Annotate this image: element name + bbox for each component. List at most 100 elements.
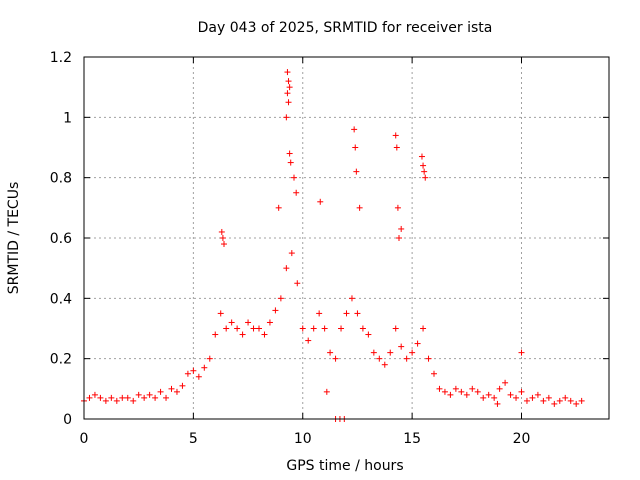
data-point bbox=[219, 235, 226, 241]
data-point bbox=[285, 78, 292, 85]
data-point bbox=[573, 400, 580, 407]
data-point bbox=[480, 394, 487, 401]
y-tick-label: 1 bbox=[63, 110, 72, 126]
data-point bbox=[398, 225, 405, 232]
data-point bbox=[266, 319, 273, 326]
data-point bbox=[556, 397, 563, 404]
data-points bbox=[81, 69, 585, 422]
data-point bbox=[452, 385, 459, 392]
data-point bbox=[441, 388, 448, 395]
data-point bbox=[221, 241, 227, 248]
data-point bbox=[288, 250, 295, 257]
data-point bbox=[286, 150, 293, 157]
data-point bbox=[283, 114, 290, 121]
data-point bbox=[212, 331, 219, 338]
data-point bbox=[518, 388, 525, 395]
data-point bbox=[343, 310, 350, 317]
y-tick-label: 0.2 bbox=[50, 352, 72, 368]
data-point bbox=[218, 228, 225, 235]
data-point bbox=[223, 325, 230, 332]
data-point bbox=[283, 265, 290, 272]
data-point bbox=[310, 325, 317, 332]
data-point bbox=[523, 397, 530, 404]
data-point bbox=[287, 159, 294, 166]
y-tick-label: 1.2 bbox=[50, 50, 72, 66]
data-point bbox=[135, 391, 142, 398]
data-point bbox=[431, 370, 437, 377]
data-point bbox=[195, 373, 202, 380]
data-point bbox=[414, 340, 421, 347]
data-point bbox=[291, 174, 297, 181]
data-point bbox=[513, 394, 520, 401]
data-point bbox=[447, 391, 454, 398]
data-point bbox=[421, 168, 428, 175]
data-point bbox=[370, 349, 377, 356]
data-point bbox=[356, 204, 363, 211]
data-point bbox=[102, 397, 109, 404]
data-point bbox=[168, 385, 175, 392]
x-tick-label: 15 bbox=[403, 431, 421, 447]
data-point bbox=[422, 174, 429, 181]
data-point bbox=[394, 204, 401, 211]
data-point bbox=[275, 204, 282, 211]
gridlines bbox=[84, 57, 609, 419]
data-point bbox=[351, 126, 358, 133]
data-point bbox=[403, 355, 410, 362]
data-point bbox=[284, 90, 291, 97]
data-point bbox=[474, 388, 481, 395]
data-point bbox=[502, 379, 509, 386]
data-point bbox=[491, 394, 498, 401]
data-point bbox=[458, 388, 465, 395]
data-point bbox=[327, 349, 334, 356]
data-point bbox=[323, 388, 330, 395]
data-point bbox=[398, 343, 405, 350]
x-tick-label: 10 bbox=[294, 431, 312, 447]
data-point bbox=[485, 391, 492, 398]
data-point bbox=[163, 394, 170, 401]
data-point bbox=[463, 391, 470, 398]
y-tick-label: 0.6 bbox=[50, 231, 72, 247]
data-point bbox=[529, 394, 536, 401]
data-point bbox=[277, 295, 284, 302]
data-point bbox=[206, 355, 213, 362]
data-point bbox=[234, 325, 241, 332]
data-point bbox=[396, 235, 402, 241]
data-point bbox=[534, 391, 541, 398]
y-tick-label: 0.8 bbox=[50, 171, 72, 187]
data-point bbox=[124, 394, 131, 401]
data-point bbox=[409, 349, 416, 356]
data-point bbox=[392, 132, 399, 139]
x-tick-label: 20 bbox=[513, 431, 531, 447]
data-point bbox=[250, 325, 257, 332]
data-point bbox=[286, 84, 293, 91]
data-point bbox=[108, 394, 115, 401]
data-point bbox=[261, 331, 268, 338]
data-point bbox=[496, 385, 503, 392]
data-point bbox=[152, 394, 159, 401]
data-point bbox=[245, 319, 252, 326]
data-point bbox=[359, 325, 366, 332]
data-point bbox=[256, 325, 262, 332]
data-point bbox=[332, 355, 339, 362]
data-point bbox=[146, 391, 153, 398]
data-point bbox=[338, 325, 345, 332]
y-tick-label: 0.4 bbox=[50, 291, 72, 307]
data-point bbox=[567, 397, 574, 404]
data-point bbox=[228, 319, 235, 326]
data-point bbox=[436, 385, 443, 392]
data-point bbox=[507, 391, 514, 398]
data-point bbox=[387, 349, 394, 356]
data-point bbox=[157, 388, 164, 395]
y-tick-label: 0 bbox=[63, 412, 72, 428]
x-tick-label: 0 bbox=[80, 431, 89, 447]
data-point bbox=[393, 144, 400, 151]
data-point bbox=[272, 307, 279, 314]
data-point bbox=[284, 69, 291, 76]
data-point bbox=[190, 367, 197, 374]
data-point bbox=[376, 355, 383, 362]
data-point bbox=[551, 400, 558, 407]
data-point bbox=[348, 295, 355, 302]
data-point bbox=[425, 355, 432, 362]
data-point bbox=[420, 325, 427, 332]
data-point bbox=[317, 198, 324, 205]
